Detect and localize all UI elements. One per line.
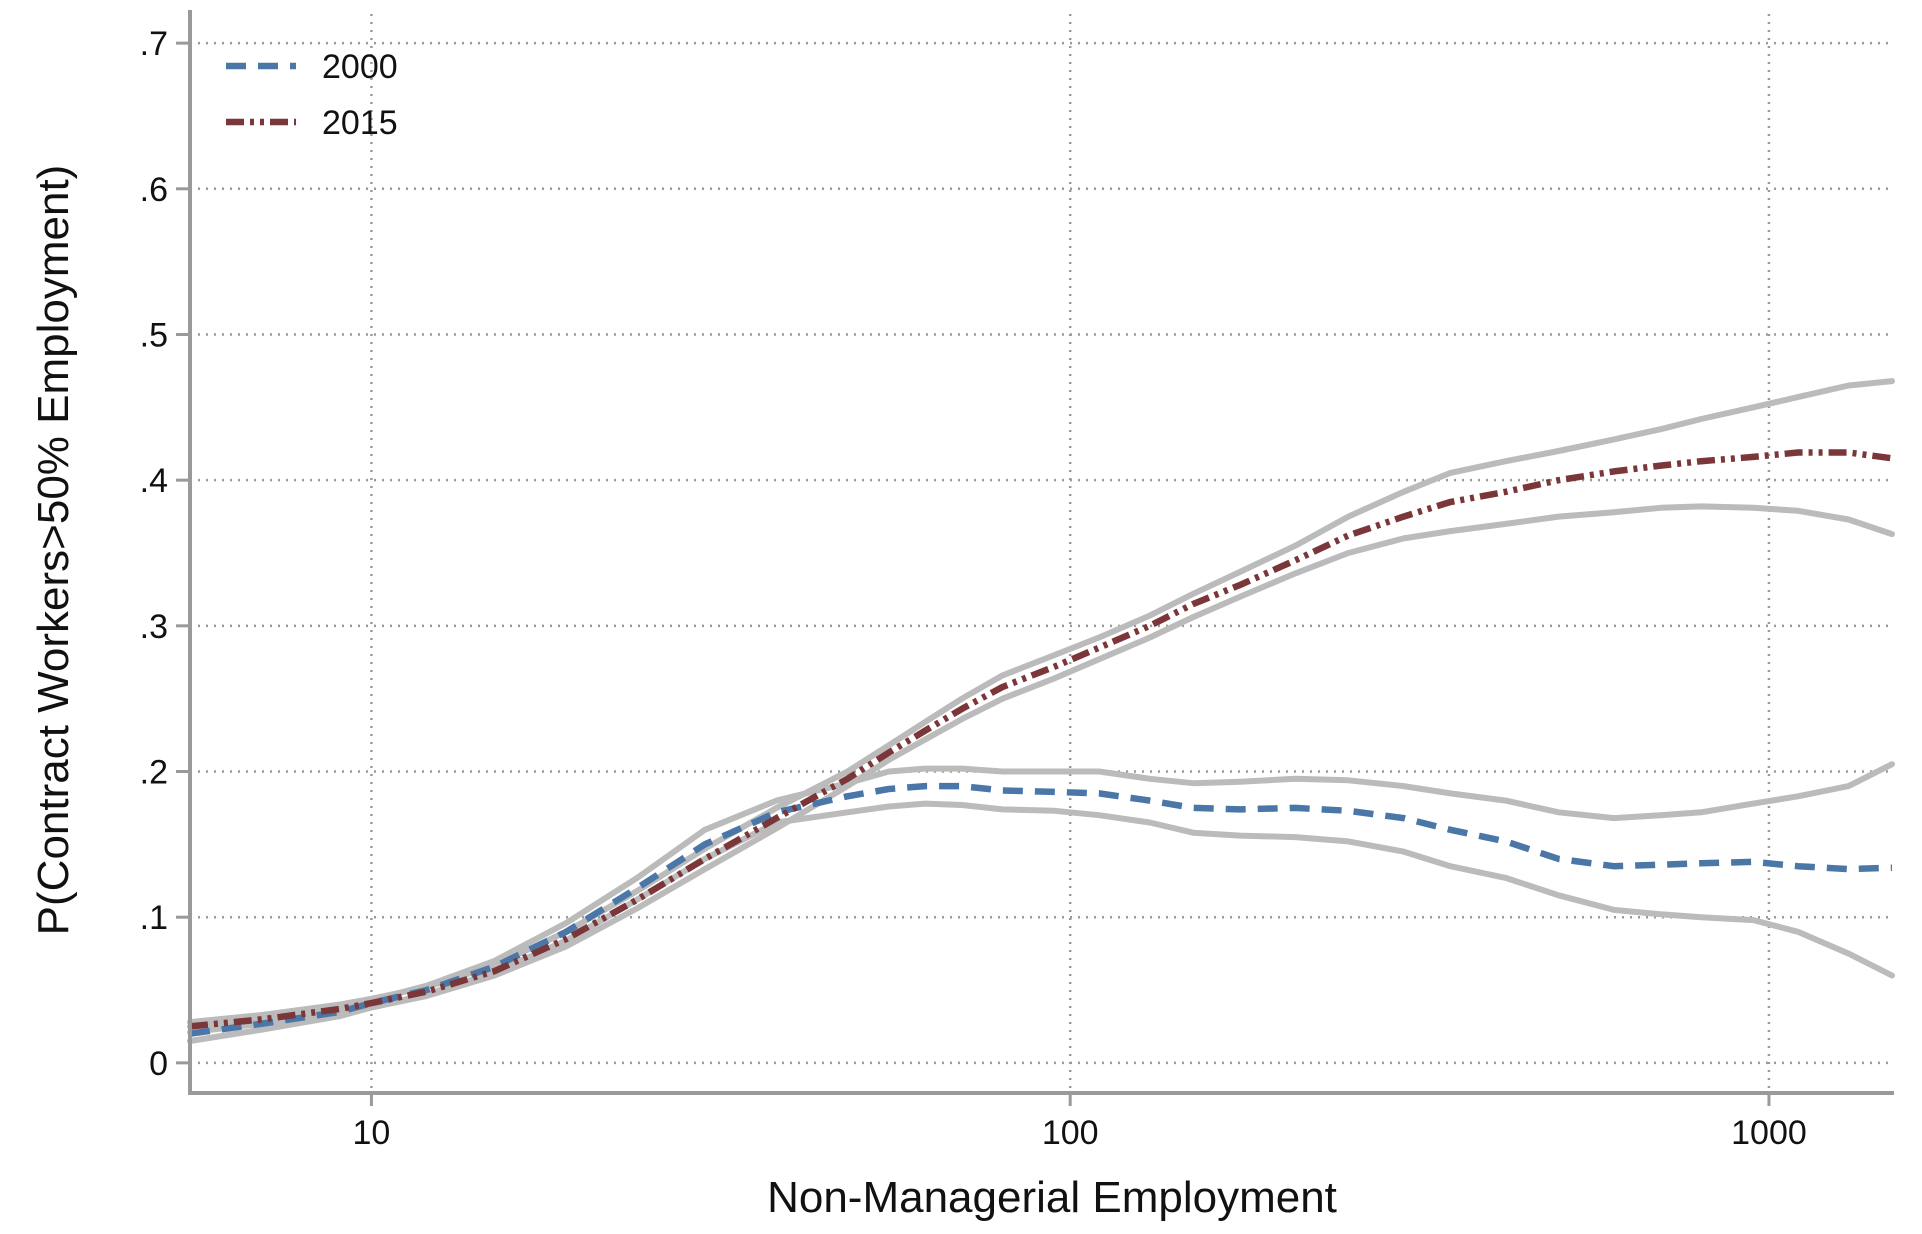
confidence-band-line: [187, 378, 1895, 1026]
confidence-band-line: [187, 800, 1895, 1044]
y-tick-label: .6: [140, 171, 168, 209]
y-tick-label: .5: [140, 316, 168, 354]
y-tick-label: .3: [140, 608, 168, 646]
confidence-band-line: [187, 503, 1895, 1036]
series-line-2000: [189, 782, 1893, 1037]
y-tick-label: .1: [140, 899, 168, 937]
legend-label-2000: 2000: [322, 48, 398, 86]
x-tick-label: 10: [353, 1114, 391, 1152]
series-lines: [189, 449, 1893, 1037]
legend-label-2015: 2015: [322, 104, 398, 142]
confidence-band-line: [187, 761, 1895, 1030]
legend: 2000 2015: [226, 48, 398, 142]
y-tick-label: .2: [140, 754, 168, 792]
x-axis-label: Non-Managerial Employment: [767, 1173, 1337, 1222]
y-axis-label: P(Contract Workers>50% Employment): [29, 165, 78, 936]
y-tick-label: 0: [149, 1045, 168, 1083]
confidence-bands: [187, 378, 1895, 1044]
tick-labels: 0 .1 .2 .3 .4 .5 .6 .7 10 100 1000: [140, 25, 1807, 1152]
axes: [176, 10, 1894, 1106]
y-tick-label: .7: [140, 25, 168, 63]
x-tick-label: 1000: [1731, 1114, 1807, 1152]
series-line-2015: [189, 449, 1893, 1030]
gridlines: [190, 14, 1892, 1092]
x-tick-label: 100: [1042, 1114, 1099, 1152]
y-tick-label: .4: [140, 462, 168, 500]
